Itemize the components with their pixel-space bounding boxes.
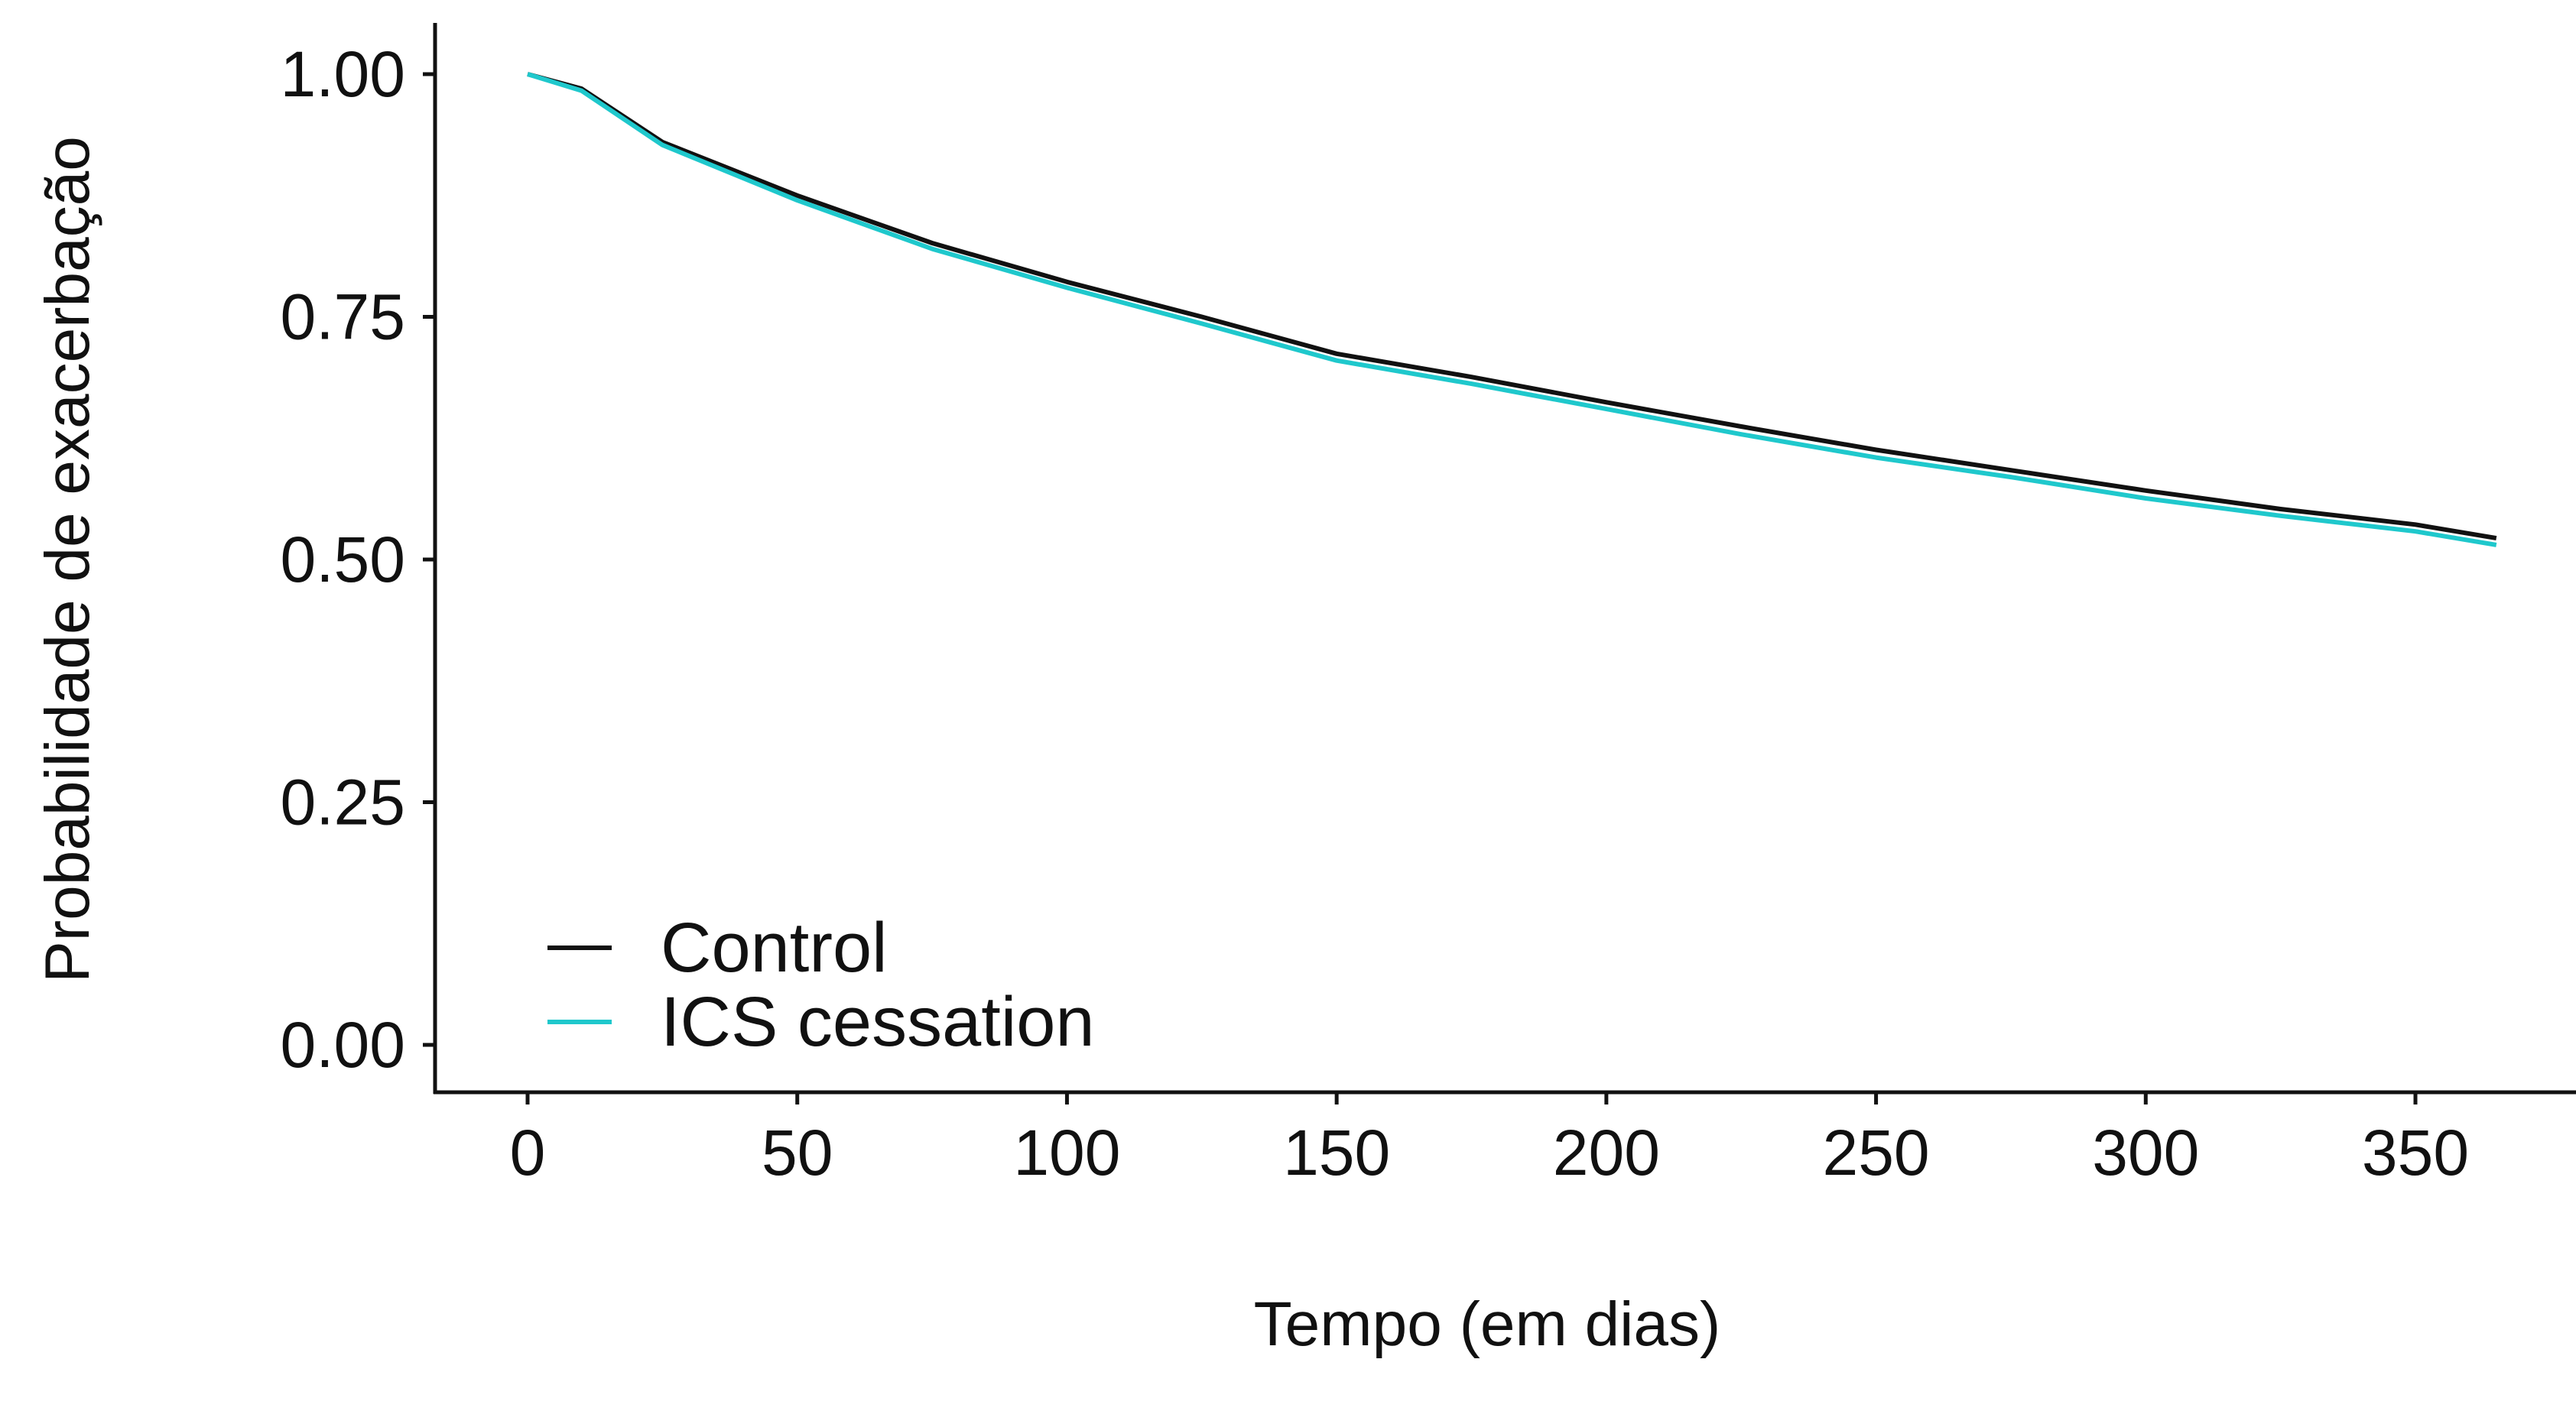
series-line-ics-cessation (527, 72, 2497, 547)
x-tick-label: 100 (1013, 1117, 1120, 1189)
legend-label: Control (661, 909, 888, 987)
y-tick-label: 0.25 (281, 767, 406, 838)
y-tick-label: 0.75 (281, 281, 406, 353)
x-tick-label: 200 (1553, 1117, 1660, 1189)
legend-label: ICS cessation (661, 983, 1095, 1061)
y-tick-label: 0.00 (281, 1009, 406, 1081)
x-tick-label: 300 (2092, 1117, 2199, 1189)
x-tick-label: 150 (1283, 1117, 1390, 1189)
x-tick-label: 0 (510, 1117, 546, 1189)
x-tick-label: 250 (1822, 1117, 1929, 1189)
y-tick-label: 0.50 (281, 524, 406, 595)
series-line-control (527, 72, 2497, 541)
y-axis-title: Probabilidade de exacerbação (33, 136, 102, 983)
x-tick-label: 50 (762, 1117, 833, 1189)
x-tick-label: 350 (2362, 1117, 2469, 1189)
x-axis-title: Tempo (em dias) (1254, 1289, 1721, 1359)
y-tick-label: 1.00 (281, 38, 406, 110)
